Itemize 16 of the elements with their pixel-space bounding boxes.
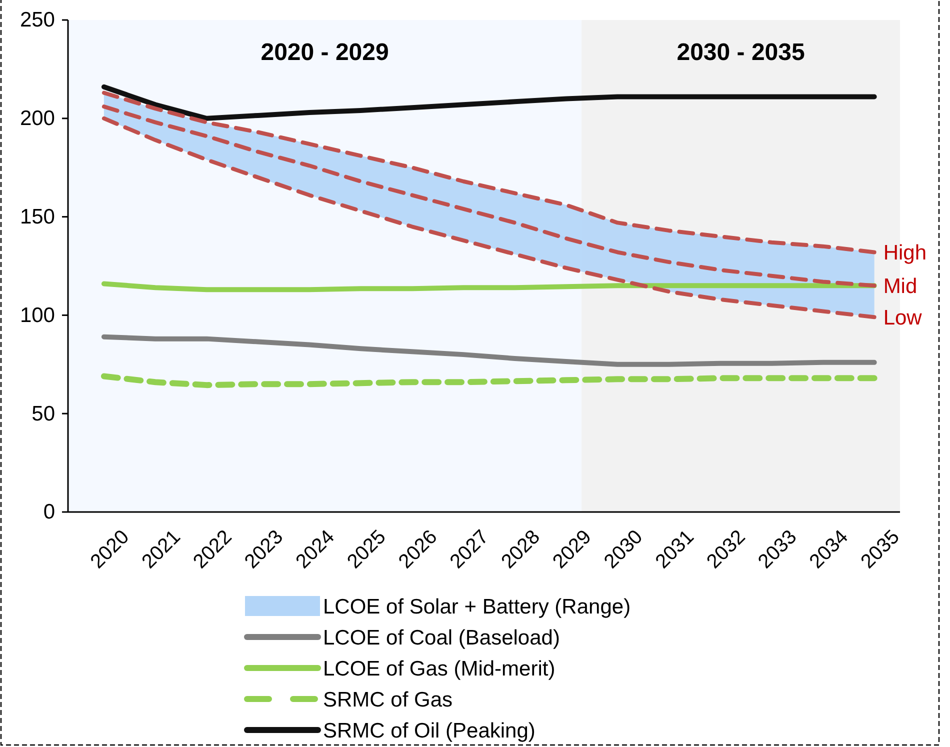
y-tick-label: 150	[20, 206, 55, 229]
y-tick-label: 250	[20, 8, 55, 32]
annotation: Low	[883, 306, 923, 330]
legend-label: LCOE of Coal (Baseload)	[323, 626, 560, 650]
legend-label: SRMC of Gas	[323, 688, 453, 712]
band-label: 2030 - 2035	[676, 39, 805, 66]
legend-label: LCOE of Gas (Mid-merit)	[323, 657, 556, 680]
annotation: High	[883, 242, 927, 265]
legend-label: LCOE of Solar + Battery (Range)	[323, 595, 631, 618]
y-tick-label: 200	[20, 107, 55, 130]
y-tick-label: 0	[43, 500, 55, 524]
y-tick-label: 50	[32, 402, 55, 426]
band-label: 2020 - 2029	[260, 39, 389, 66]
y-tick-label: 100	[20, 304, 55, 327]
annotation: Mid	[883, 275, 918, 298]
legend-label: SRMC of Oil (Peaking)	[323, 719, 536, 742]
